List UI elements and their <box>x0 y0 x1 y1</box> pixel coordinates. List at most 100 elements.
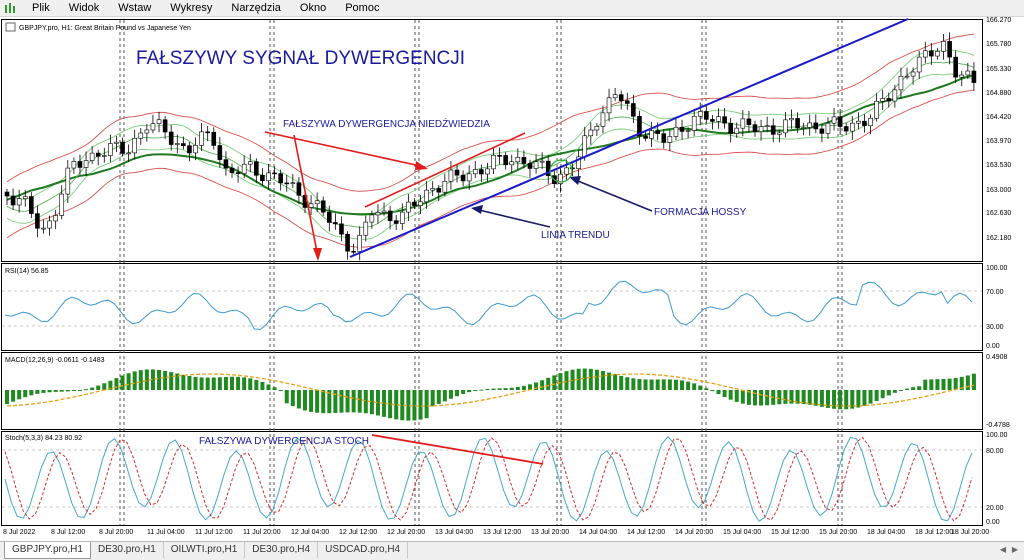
macd-bar <box>838 390 843 410</box>
menu-wstaw[interactable]: Wstaw <box>118 2 152 14</box>
drawings[interactable] <box>264 18 909 465</box>
macd-bar <box>126 373 131 390</box>
menu-widok[interactable]: Widok <box>68 2 100 14</box>
macd-bar <box>430 390 435 407</box>
candle-body <box>77 161 83 168</box>
candle-body <box>655 130 660 134</box>
macd-bar <box>302 390 307 411</box>
candle-body <box>594 126 600 131</box>
macd-bar <box>971 373 976 390</box>
candle-body <box>138 132 144 139</box>
candle-body <box>582 135 588 158</box>
macd-bar <box>84 389 89 391</box>
menu-okno[interactable]: Okno <box>299 2 327 14</box>
time-axis: 8 Jul 2022 8 Jul 12:00 8 Jul 20:00 11 Ju… <box>3 529 989 536</box>
macd-bar <box>686 381 691 390</box>
macd-bar <box>150 369 155 390</box>
macd-bar <box>230 376 235 390</box>
tab-de30-h4[interactable]: DE30.pro,H4 <box>245 542 319 558</box>
macd-max-label: 0.4908 <box>986 354 1008 361</box>
candle-body <box>503 155 508 166</box>
macd-bar <box>692 383 697 390</box>
candle-body <box>454 169 460 176</box>
tab-scroll-left-icon[interactable]: ◀ <box>999 545 1007 554</box>
panel-borders <box>1 19 983 526</box>
upper-channel-line-red <box>364 132 526 208</box>
candle-body <box>892 89 898 102</box>
candle-body <box>862 120 867 126</box>
candle-body <box>436 188 442 193</box>
candle-body <box>898 75 904 91</box>
macd-bar <box>29 390 34 396</box>
tab-scroll-right-icon[interactable]: ▶ <box>1011 545 1019 554</box>
macd-bar <box>819 390 824 407</box>
menu-plik[interactable]: Plik <box>32 2 50 14</box>
time-label: 14 Jul 20:00 <box>675 529 713 536</box>
candle-body <box>874 100 879 119</box>
candle-body <box>345 233 350 252</box>
macd-bar <box>205 377 210 390</box>
rsi-level-label: 100.00 <box>986 265 1008 272</box>
candle-body <box>114 141 119 144</box>
macd-bar <box>527 384 532 390</box>
arrow-line-hossy <box>572 178 653 212</box>
macd-bar <box>47 390 52 393</box>
macd-bar <box>163 370 168 390</box>
chart-window[interactable]: 166.270 165.780 165.330 164.880 164.420 … <box>0 17 1024 541</box>
candle-body <box>558 173 563 184</box>
macd-bar <box>479 389 484 391</box>
macd-bar <box>892 390 897 393</box>
macd-bar <box>436 390 441 404</box>
price-label: 162.180 <box>986 235 1011 242</box>
macd-bar <box>290 390 295 407</box>
candle-body <box>843 126 849 132</box>
chart-canvas[interactable]: 166.270 165.780 165.330 164.880 164.420 … <box>0 17 1024 541</box>
tab-de30-h1[interactable]: DE30.pro,H1 <box>91 542 164 558</box>
candle-body <box>837 116 843 127</box>
candle-body <box>102 155 107 157</box>
time-label: 11 Jul 12:00 <box>195 529 233 536</box>
candle-body <box>679 126 685 132</box>
stoch-level-label: 0.00 <box>986 519 1000 526</box>
candle-body <box>752 124 758 133</box>
arrow-line-1 <box>264 131 426 168</box>
candle-body <box>205 131 210 134</box>
tab-gbpjpy-h1[interactable]: GBPJPY.pro,H1 <box>4 542 91 559</box>
candle-body <box>272 172 277 175</box>
macd-bar <box>455 390 460 397</box>
candle-body <box>886 98 892 102</box>
candle-body <box>770 125 776 135</box>
macd-bar <box>844 390 849 410</box>
candle-body <box>412 201 417 206</box>
macd-bar <box>382 390 387 417</box>
candle-body <box>825 122 831 134</box>
candle-body <box>254 161 259 176</box>
menu-wykresy[interactable]: Wykresy <box>170 2 213 14</box>
macd-bar <box>503 388 508 390</box>
macd-bar <box>223 376 228 390</box>
tab-oilwti-h1[interactable]: OILWTI.pro,H1 <box>164 542 246 558</box>
macd-bar <box>351 390 356 413</box>
candle-body <box>661 133 667 143</box>
macd-bar <box>333 390 338 413</box>
candle-body <box>217 145 223 160</box>
menu-narzedzia[interactable]: Narzędzia <box>231 2 281 14</box>
candle-body <box>472 169 478 175</box>
candle-body <box>691 115 697 131</box>
menu-pomoc[interactable]: Pomoc <box>345 2 380 14</box>
tab-usdcad-h4[interactable]: USDCAD.pro,H4 <box>318 542 409 558</box>
candle-body <box>922 50 928 58</box>
candle-body <box>35 213 40 229</box>
candle-body <box>174 143 180 145</box>
candle-body <box>527 163 533 169</box>
macd-bar <box>613 374 618 390</box>
candle-body <box>65 167 71 195</box>
macd-signal-line <box>6 373 975 407</box>
macd-bar <box>424 390 429 419</box>
macd-bar <box>35 390 40 394</box>
macd-bar <box>856 390 861 408</box>
candle-body <box>497 155 502 157</box>
macd-bar <box>254 379 259 390</box>
macd-bar <box>406 390 411 421</box>
price-label: 164.880 <box>986 90 1011 97</box>
